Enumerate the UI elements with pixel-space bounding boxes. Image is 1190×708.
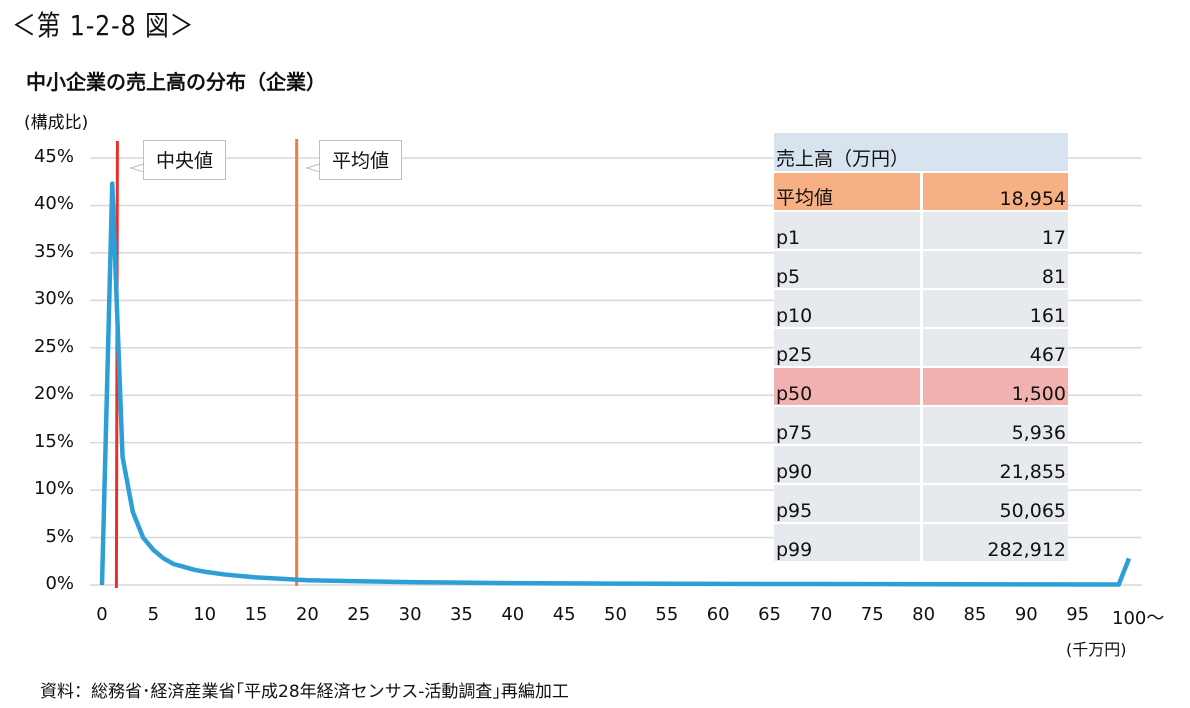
x-tick-label: 55: [655, 604, 679, 625]
table-row: p10 161: [774, 289, 1068, 329]
median-callout: 中央値: [143, 140, 227, 180]
row-label: p5: [774, 250, 923, 290]
x-tick-label: 30: [398, 604, 422, 625]
mean-callout-pointer: [305, 163, 320, 173]
x-tick-label: 90: [1014, 604, 1038, 625]
x-axis-unit-label: (千万円): [1066, 640, 1127, 659]
row-label: p90: [774, 445, 923, 485]
row-label: p99: [774, 523, 923, 563]
x-tick-label: 50: [604, 604, 627, 625]
chart-title: 中小企業の売上高の分布（企業）: [26, 70, 326, 94]
x-tick-label: 40: [501, 604, 525, 625]
x-tick-label: 80: [912, 604, 936, 625]
y-tick-label: 25%: [33, 335, 74, 357]
row-value: 282,912: [921, 523, 1068, 563]
row-value: 17: [921, 211, 1068, 251]
row-label: p10: [774, 289, 923, 329]
x-tick-label: 65: [758, 604, 781, 625]
row-label: p25: [774, 328, 923, 368]
mean-callout: 平均値: [319, 140, 403, 180]
x-tick-label: 95: [1066, 604, 1090, 625]
row-value: 161: [921, 289, 1068, 329]
row-value: 81: [921, 250, 1068, 290]
x-tick-label: 0: [96, 604, 108, 625]
y-tick-label: 0%: [45, 573, 74, 594]
figure-label: ＜第 1-2-8 図＞: [12, 9, 195, 42]
source-note: 資料：総務省･経済産業省｢平成28年経済センサス‐活動調査｣再編加工: [40, 682, 569, 702]
row-value: 5,936: [921, 406, 1068, 446]
row-value: 467: [921, 328, 1068, 368]
x-tick-label: 60: [706, 604, 730, 625]
y-tick-label: 35%: [33, 240, 74, 262]
x-tick-label: 5: [147, 604, 160, 625]
y-tick-label: 40%: [33, 193, 74, 215]
table-row: p75 5,936: [774, 406, 1068, 446]
table-header-row: 売上高（万円）: [774, 133, 1068, 173]
table-header: 売上高（万円）: [774, 133, 1068, 173]
y-tick-label: 5%: [45, 525, 74, 547]
row-label: p75: [774, 406, 923, 446]
distribution-line: [99, 181, 1132, 587]
row-label: p95: [774, 484, 923, 524]
x-tick-label: 35: [449, 604, 473, 625]
y-tick-label: 15%: [33, 430, 74, 452]
table-row: p99 282,912: [774, 523, 1068, 563]
row-value: 21,855: [921, 445, 1068, 485]
table-row: p90 21,855: [774, 445, 1068, 485]
row-value: 1,500: [921, 367, 1068, 407]
y-tick-label: 45%: [33, 146, 74, 167]
row-label: p50: [774, 367, 923, 407]
median-callout-pointer: [129, 163, 144, 173]
row-value: 18,954: [921, 172, 1068, 212]
table-row: 平均値 18,954: [774, 172, 1068, 212]
table-row: p1 17: [774, 211, 1068, 251]
y-axis-label: (構成比): [24, 113, 89, 133]
table-row: p5 81: [774, 250, 1068, 290]
x-tick-label: 70: [809, 604, 833, 625]
row-label: p1: [774, 211, 923, 251]
table-row: p50 1,500: [774, 367, 1068, 407]
table-row: p95 50,065: [774, 484, 1068, 524]
y-tick-label: 10%: [33, 478, 74, 500]
row-label: 平均値: [774, 172, 923, 212]
x-tick-label: 20: [295, 604, 319, 625]
y-tick-label: 30%: [33, 288, 74, 310]
x-tick-label: 10: [193, 604, 217, 625]
row-value: 50,065: [921, 484, 1068, 524]
sales-statistics-table: 売上高（万円） 平均値 18,954 p1 17 p5 81 p10 161 p25 467 p50…: [774, 133, 1068, 563]
y-tick-label: 20%: [33, 383, 74, 405]
x-tick-label: 15: [244, 604, 268, 625]
x-tick-label: 85: [963, 604, 987, 625]
x-tick-label: 100～: [1112, 608, 1165, 629]
table-row: p25 467: [774, 328, 1068, 368]
x-tick-label: 25: [347, 604, 371, 625]
x-tick-label: 45: [552, 604, 576, 625]
x-tick-label: 75: [860, 604, 884, 625]
